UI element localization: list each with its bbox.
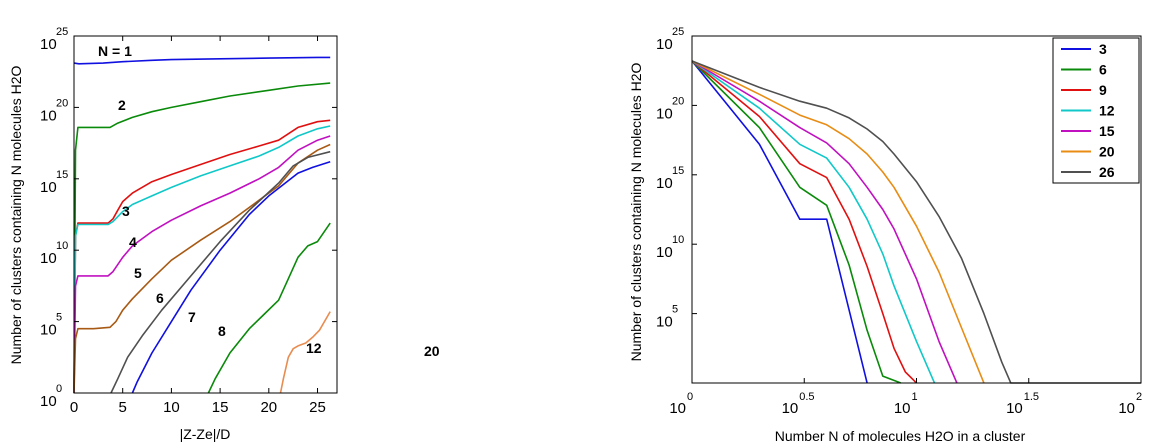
left-x-tick-label-5: 25: [309, 399, 326, 416]
annotation-n1: N = 1: [98, 43, 132, 59]
right-series-line-12: [691, 60, 936, 384]
right-series-line-26: [691, 60, 1141, 384]
annotation-n5: 5: [134, 265, 142, 281]
right-x-tick-base-2: 10: [894, 400, 911, 417]
left-series-line-1: [73, 56, 331, 65]
right-y-tick-exp-2: 10: [672, 234, 684, 246]
right-x-tick-exp-2: 1: [912, 391, 918, 403]
legend-label-20: 20: [1099, 144, 1115, 160]
left-series-line-2: [73, 82, 331, 394]
legend-label-9: 9: [1099, 82, 1107, 98]
right-series-line-15: [691, 60, 958, 384]
legend-label-15: 15: [1099, 123, 1115, 139]
right-y-tick-exp-3: 15: [672, 165, 684, 177]
right-x-tick-exp-3: 1.5: [1024, 391, 1039, 403]
left-series-line-4: [73, 125, 331, 394]
left-x-axis: 0 5 10 15 20 25: [70, 36, 326, 416]
left-y-tick-base-5: 10: [40, 36, 57, 53]
left-x-tick-label-1: 5: [119, 399, 127, 416]
legend-label-12: 12: [1099, 103, 1115, 119]
right-y-tick-exp-5: 25: [672, 26, 684, 38]
right-y-tick-exp-1: 5: [672, 304, 678, 316]
left-series-line-6: [73, 143, 331, 394]
left-y-tick-base-1: 10: [40, 322, 57, 339]
left-y-tick-base-0: 10: [40, 393, 57, 410]
right-y-tick-exp-4: 20: [672, 95, 684, 107]
right-y-axis-label: Number of clusters containing N molecule…: [628, 62, 644, 361]
left-x-tick-label-4: 20: [260, 399, 277, 416]
right-series-group: [691, 60, 1141, 384]
right-x-tick-base-4: 10: [1118, 400, 1135, 417]
right-y-tick-base-2: 10: [656, 244, 673, 261]
left-y-tick-exp-2: 10: [56, 240, 68, 252]
right-series-line-20: [691, 60, 985, 384]
right-x-tick-base-3: 10: [1006, 400, 1023, 417]
left-y-tick-exp-1: 5: [56, 312, 62, 324]
left-y-tick-exp-4: 20: [56, 97, 68, 109]
left-y-tick-base-3: 10: [40, 179, 57, 196]
right-x-tick-exp-1: 0.5: [799, 391, 814, 403]
left-series-line-5: [73, 135, 331, 394]
legend-label-3: 3: [1099, 41, 1107, 57]
right-x-tick-base-0: 10: [669, 400, 686, 417]
right-y-tick-base-1: 10: [656, 314, 673, 331]
right-x-tick-exp-0: 0: [687, 391, 693, 403]
right-x-tick-exp-4: 2: [1136, 391, 1142, 403]
left-y-tick-exp-5: 25: [56, 26, 68, 38]
left-y-tick-base-2: 10: [40, 250, 57, 267]
annotation-n7: 7: [188, 309, 196, 325]
left-annotations: N = 1 2 3 4 5 6 7 8 12 20: [98, 43, 440, 359]
legend-label-26: 26: [1099, 164, 1115, 180]
left-series-line-9: [207, 222, 331, 394]
left-plot-frame: [73, 35, 338, 394]
left-x-axis-label: |Z-Ze|/D: [180, 426, 231, 442]
left-series-group: [73, 56, 331, 394]
left-y-axis-label: Number of clusters containing N molecule…: [8, 65, 24, 364]
left-y-tick-exp-3: 15: [56, 169, 68, 181]
left-y-tick-base-4: 10: [40, 107, 57, 124]
legend-label-6: 6: [1099, 62, 1107, 78]
annotation-n12: 12: [306, 340, 322, 356]
annotation-n6: 6: [156, 290, 164, 306]
annotation-n20: 20: [424, 343, 440, 359]
right-legend: 3 6 9 12 15 20 26: [1052, 37, 1140, 184]
left-y-tick-exp-0: 0: [56, 383, 62, 395]
right-series-line-9: [691, 60, 918, 384]
left-x-tick-label-2: 10: [163, 399, 180, 416]
right-y-tick-base-5: 10: [656, 36, 673, 53]
left-x-tick-label-3: 15: [212, 399, 229, 416]
left-series-line-3: [73, 119, 331, 394]
left-series-line-10: [279, 311, 331, 394]
right-series-line-6: [691, 60, 902, 384]
right-y-tick-base-3: 10: [656, 175, 673, 192]
right-series-line-3: [691, 60, 868, 384]
right-y-tick-base-4: 10: [656, 105, 673, 122]
annotation-n2: 2: [118, 97, 126, 113]
right-x-tick-base-1: 10: [782, 400, 799, 417]
left-x-tick-label-0: 0: [70, 399, 78, 416]
annotation-n8: 8: [218, 323, 226, 339]
left-series-line-8: [131, 160, 331, 394]
right-x-axis-label: Number N of molecules H2O in a cluster: [775, 428, 1026, 444]
annotation-n3: 3: [122, 203, 130, 219]
annotation-n4: 4: [129, 234, 137, 250]
left-series-line-7: [110, 150, 331, 394]
